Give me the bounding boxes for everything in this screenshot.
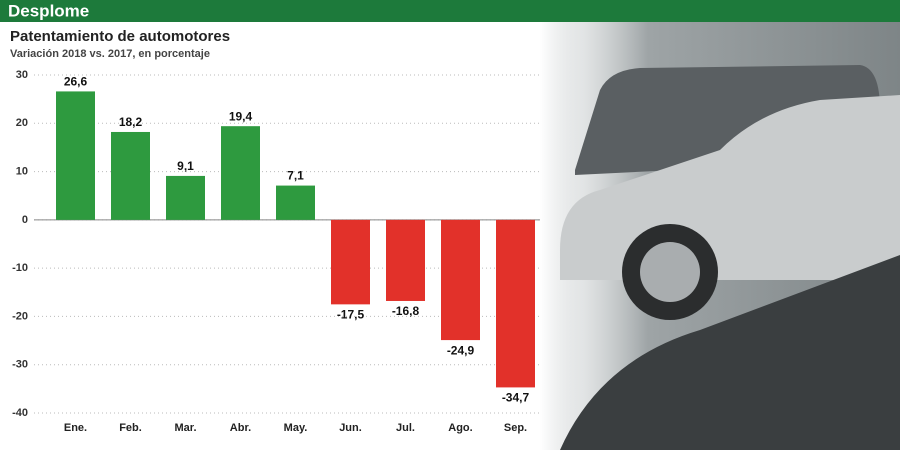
value-label: -34,7 bbox=[502, 391, 530, 405]
x-tick-label: Feb. bbox=[119, 422, 142, 434]
x-tick-label: Ago. bbox=[448, 422, 472, 434]
x-tick-label: Mar. bbox=[174, 422, 196, 434]
bar bbox=[111, 131, 150, 220]
value-label: -16,8 bbox=[392, 304, 420, 318]
y-tick-label: -10 bbox=[12, 262, 28, 274]
y-tick-label: -20 bbox=[12, 310, 28, 322]
value-label: 9,1 bbox=[177, 159, 194, 173]
y-tick-label: 10 bbox=[16, 165, 28, 177]
photo bbox=[540, 22, 900, 450]
bar bbox=[496, 219, 535, 388]
header: Desplome bbox=[8, 1, 89, 20]
x-tick-label: Jul. bbox=[396, 422, 415, 434]
value-label: 18,2 bbox=[119, 115, 143, 129]
y-tick-label: -30 bbox=[12, 359, 28, 371]
y-tick-label: 0 bbox=[22, 214, 28, 226]
x-tick-label: Sep. bbox=[504, 422, 527, 434]
chart-title: Patentamiento de automotores bbox=[10, 28, 230, 45]
bar bbox=[166, 175, 205, 220]
value-label: -17,5 bbox=[337, 308, 365, 322]
x-tick-label: Abr. bbox=[230, 422, 251, 434]
value-label: -24,9 bbox=[447, 343, 475, 357]
x-tick-label: Jun. bbox=[339, 422, 362, 434]
x-tick-label: Ene. bbox=[64, 422, 87, 434]
y-tick-label: 30 bbox=[16, 69, 28, 81]
bar bbox=[221, 126, 260, 220]
bar bbox=[56, 91, 95, 220]
value-label: 19,4 bbox=[229, 109, 253, 123]
header-bar bbox=[0, 0, 900, 22]
y-tick-label: 20 bbox=[16, 117, 28, 129]
bar bbox=[331, 219, 370, 305]
bar bbox=[441, 219, 480, 341]
value-label: 7,1 bbox=[287, 169, 304, 183]
chart-subtitle: Variación 2018 vs. 2017, en porcentaje bbox=[10, 48, 210, 60]
x-tick-label: May. bbox=[284, 422, 308, 434]
bar bbox=[386, 219, 425, 301]
y-tick-label: -40 bbox=[12, 407, 28, 419]
value-label: 26,6 bbox=[64, 75, 88, 89]
bar bbox=[276, 185, 315, 220]
